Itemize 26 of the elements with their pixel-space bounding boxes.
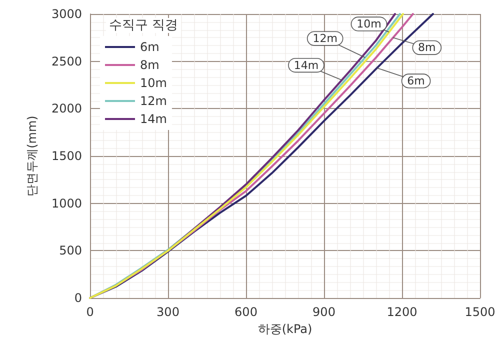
legend-label: 6m	[140, 40, 160, 54]
legend-label: 12m	[140, 94, 167, 108]
legend-label: 8m	[140, 58, 160, 72]
x-tick-label: 300	[156, 305, 180, 319]
x-tick-label: 1200	[386, 305, 418, 319]
y-tick-label: 2000	[51, 102, 82, 116]
annotation: 8m	[418, 41, 436, 54]
y-tick-label: 1500	[51, 149, 82, 163]
annotation: 14m	[294, 58, 319, 72]
legend-title: 수직구 직경	[109, 18, 178, 33]
x-tick-label: 900	[312, 305, 336, 319]
legend-label: 10m	[140, 76, 167, 90]
legend-label: 14m	[140, 112, 167, 126]
x-axis-title: 하중(kPa)	[258, 322, 312, 336]
annotation: 6m	[407, 74, 425, 88]
x-tick-label: 600	[234, 305, 258, 319]
y-tick-label: 3000	[51, 7, 82, 21]
y-tick-label: 0	[74, 291, 82, 305]
annotation: 12m	[312, 32, 338, 46]
y-tick-label: 2500	[51, 54, 82, 68]
y-axis-title: 단면두께(mm)	[25, 116, 39, 196]
x-tick-label: 1500	[464, 305, 496, 319]
annotation: 10m	[356, 17, 382, 30]
x-tick-label: 0	[86, 305, 94, 319]
y-tick-label: 500	[59, 244, 82, 258]
y-tick-label: 1000	[51, 196, 82, 210]
